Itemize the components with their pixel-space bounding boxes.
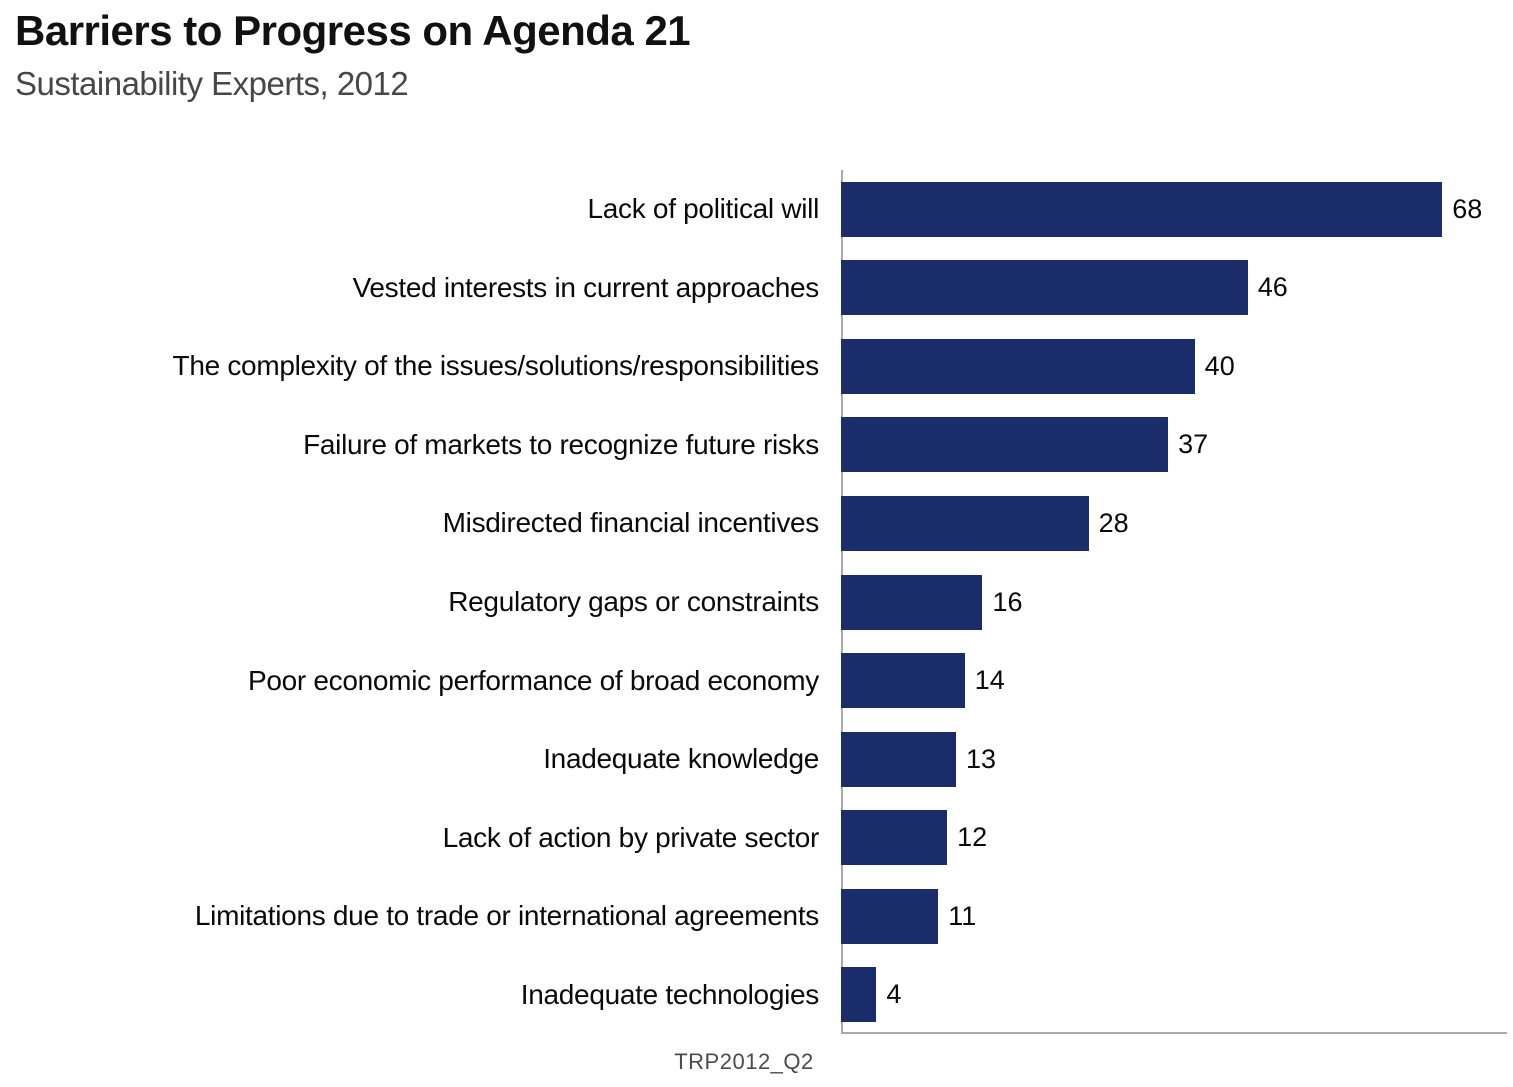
chart-row: Vested interests in current approaches 46	[0, 249, 1513, 328]
chart-row: Lack of political will 68	[0, 170, 1513, 249]
bar	[841, 810, 948, 866]
bar-chart: Lack of political will 68 Vested interests…	[0, 170, 1513, 1034]
bar	[841, 731, 956, 787]
chart-row: Inadequate technologies 4	[0, 955, 1513, 1034]
chart-row: Limitations due to trade or internationa…	[0, 877, 1513, 956]
value-label: 16	[992, 586, 1023, 617]
bar	[841, 653, 965, 709]
bar-track: 40	[841, 338, 1513, 394]
bar-track: 37	[841, 417, 1513, 473]
chart-title: Barriers to Progress on Agenda 21	[15, 7, 691, 54]
chart-footnote: TRP2012_Q2	[674, 1049, 814, 1074]
bar-track: 16	[841, 574, 1513, 630]
value-label: 13	[965, 743, 996, 774]
chart-row: Misdirected financial incentives 28	[0, 484, 1513, 563]
category-label: Vested interests in current approaches	[352, 271, 820, 303]
category-label: The complexity of the issues/solutions/r…	[172, 350, 820, 382]
bar	[841, 417, 1169, 473]
chart-subtitle: Sustainability Experts, 2012	[15, 65, 409, 103]
chart-row: Poor economic performance of broad econo…	[0, 641, 1513, 720]
x-axis-line	[841, 1032, 1507, 1034]
bar-track: 46	[841, 260, 1513, 316]
value-label: 12	[957, 822, 988, 853]
chart-rows: Lack of political will 68 Vested interests…	[0, 170, 1513, 1034]
bar	[841, 181, 1443, 237]
value-label: 4	[886, 979, 902, 1010]
bar-track: 11	[841, 888, 1513, 944]
chart-row: Failure of markets to recognize future r…	[0, 406, 1513, 485]
chart-header: Barriers to Progress on Agenda 21 Sustai…	[15, 7, 691, 103]
category-label: Inadequate knowledge	[543, 743, 819, 775]
value-label: 11	[948, 900, 977, 931]
bar-track: 13	[841, 731, 1513, 787]
bar	[841, 495, 1089, 551]
chart-row: Regulatory gaps or constraints 16	[0, 563, 1513, 642]
bar	[841, 338, 1195, 394]
category-label: Failure of markets to recognize future r…	[303, 428, 819, 460]
value-label: 28	[1098, 507, 1129, 538]
value-label: 40	[1204, 350, 1235, 381]
category-label: Regulatory gaps or constraints	[448, 586, 819, 617]
category-label: Misdirected financial incentives	[442, 507, 820, 539]
chart-row: The complexity of the issues/solutions/r…	[0, 327, 1513, 406]
bar-track: 14	[841, 653, 1513, 709]
chart-row: Inadequate knowledge 13	[0, 720, 1513, 799]
category-label: Inadequate technologies	[520, 978, 820, 1010]
bar	[841, 888, 939, 944]
value-label: 37	[1178, 429, 1209, 460]
category-label: Lack of action by private sector	[442, 821, 820, 853]
value-label: 68	[1452, 193, 1483, 224]
bar-track: 68	[841, 181, 1513, 237]
category-label: Limitations due to trade or internationa…	[194, 900, 819, 932]
value-label: 14	[974, 665, 1005, 696]
category-label: Lack of political will	[587, 193, 820, 225]
bar-track: 12	[841, 810, 1513, 866]
bar-track: 4	[841, 967, 1513, 1023]
bar	[841, 574, 983, 630]
bar	[841, 260, 1248, 316]
bar-track: 28	[841, 495, 1513, 551]
category-label: Poor economic performance of broad econo…	[247, 664, 819, 696]
chart-row: Lack of action by private sector 12	[0, 798, 1513, 877]
value-label: 46	[1257, 272, 1288, 303]
bar	[841, 967, 877, 1023]
